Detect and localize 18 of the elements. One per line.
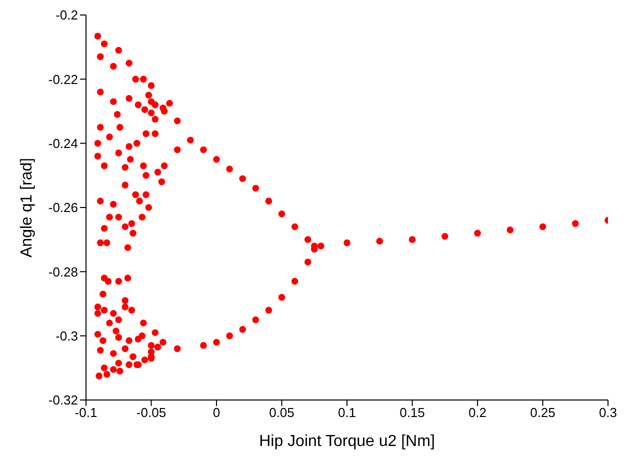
y-axis-title: Angle q1 [rad] <box>18 158 36 258</box>
x-tick-label: 0.25 <box>530 405 556 420</box>
x-tick-label: -0.05 <box>136 405 166 420</box>
x-tick-label: 0.2 <box>468 405 487 420</box>
y-tick-label: -0.22 <box>48 72 78 87</box>
y-tick-label: -0.24 <box>48 136 78 151</box>
x-tick-label: 0 <box>212 405 220 420</box>
x-tick-label: 0.1 <box>338 405 356 420</box>
y-tick-label: -0.28 <box>48 264 78 280</box>
y-tick-label: -0.2 <box>56 8 78 23</box>
x-axis-title: Hip Joint Torque u2 [Nm] <box>259 433 435 450</box>
x-tick-label: 0.3 <box>598 405 618 420</box>
x-tick-label: 0.15 <box>400 405 425 420</box>
y-tick-label: -0.26 <box>48 200 78 216</box>
x-tick-label: 0.05 <box>269 405 294 420</box>
x-tick-label: -0.1 <box>74 405 98 420</box>
y-tick-label: -0.3 <box>56 328 78 344</box>
y-tick-label: -0.32 <box>48 392 78 408</box>
